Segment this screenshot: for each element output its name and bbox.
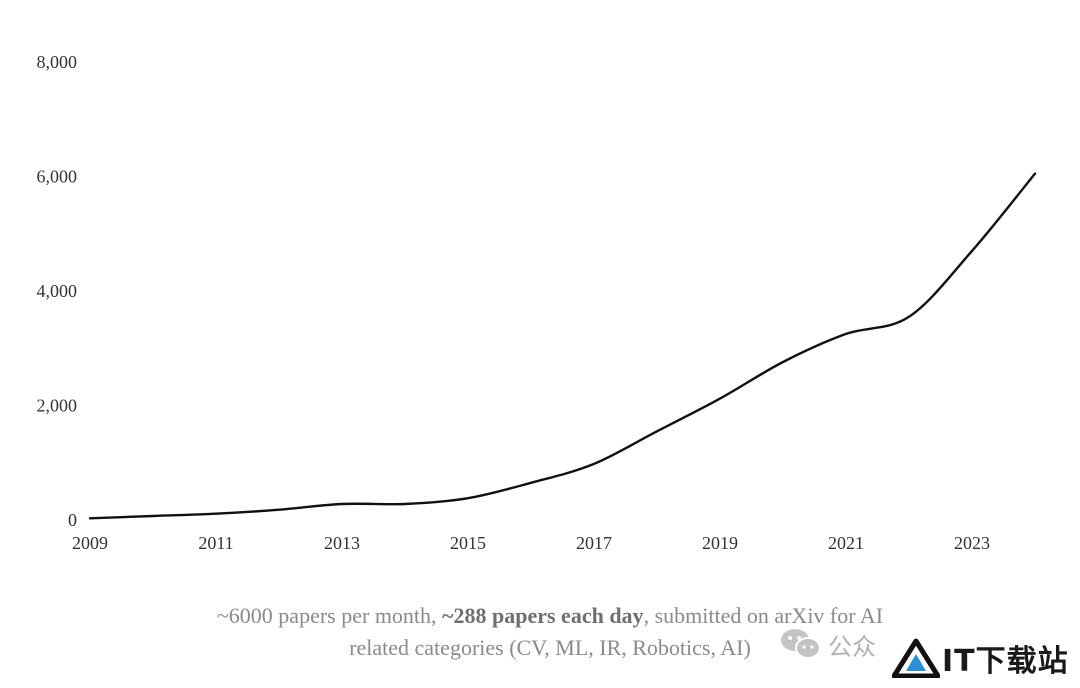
x-tick-label: 2015 [450, 533, 486, 553]
caption-line-1: ~6000 papers per month, ~288 papers each… [150, 600, 950, 632]
caption-part-2: , submitted on arXiv for AI [643, 603, 884, 628]
x-tick-label: 2019 [702, 533, 738, 553]
y-tick-label: 2,000 [37, 396, 78, 416]
site-logo-watermark: IT下载站 [892, 636, 1072, 680]
wechat-icon [781, 629, 821, 659]
wechat-watermark: 公众 [780, 624, 880, 664]
x-axis-ticks: 2009 2011 2013 2015 2017 2019 2021 2023 [72, 533, 990, 553]
caption-line-2: related categories (CV, ML, IR, Robotics… [349, 635, 751, 660]
x-tick-label: 2013 [324, 533, 360, 553]
wechat-watermark-text: 公众 [828, 632, 876, 661]
y-tick-label: 4,000 [37, 281, 78, 301]
series-lines [88, 172, 1037, 520]
caption-bold: ~288 papers each day [442, 603, 644, 628]
x-tick-label: 2009 [72, 533, 108, 553]
y-axis-ticks: 0 2,000 4,000 6,000 8,000 [37, 52, 78, 530]
x-tick-label: 2011 [198, 533, 233, 553]
y-tick-label: 6,000 [37, 167, 78, 187]
y-tick-label: 8,000 [37, 52, 78, 72]
site-logo-text: IT下载站 [942, 644, 1069, 679]
x-tick-label: 2021 [828, 533, 864, 553]
caption-part-1: ~6000 papers per month, [216, 603, 443, 628]
x-tick-label: 2023 [954, 533, 990, 553]
x-tick-label: 2017 [576, 533, 612, 553]
triangle-logo-icon [892, 638, 940, 678]
series-line [88, 172, 1037, 520]
chart-caption: ~6000 papers per month, ~288 papers each… [150, 600, 950, 664]
y-tick-label: 0 [68, 510, 77, 530]
